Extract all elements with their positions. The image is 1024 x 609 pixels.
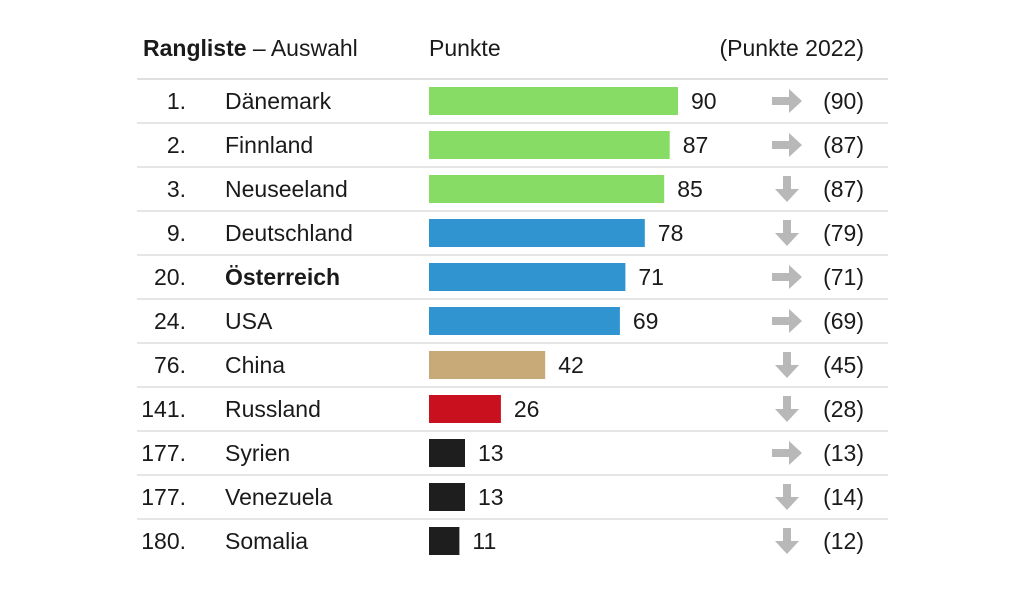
bar [429, 87, 678, 115]
rank-title: Rangliste – Auswahl [143, 35, 358, 61]
table-row: 1. Dänemark 90 (90) [137, 87, 888, 124]
country-label: Finnland [225, 132, 313, 158]
value-label: 85 [677, 176, 703, 202]
value-label: 87 [683, 132, 709, 158]
rank-title-bold: Rangliste [143, 35, 247, 61]
prev-value-label: (79) [823, 220, 864, 246]
chart-rows: 1. Dänemark 90 (90) 2. Finnland 87 (87) 3. Neusee… [137, 87, 888, 555]
country-label: Venezuela [225, 484, 333, 510]
trend-same-icon [772, 89, 802, 113]
rank-label: 24. [154, 308, 186, 334]
value-label: 69 [633, 308, 659, 334]
bar [429, 175, 665, 203]
value-label: 26 [514, 396, 540, 422]
trend-same-icon [772, 265, 802, 289]
rank-title-rest: – Auswahl [247, 35, 358, 61]
value-label: 78 [658, 220, 684, 246]
table-row: 177. Venezuela 13 (14) [137, 483, 888, 520]
rank-label: 20. [154, 264, 186, 290]
trend-down-icon [775, 176, 799, 202]
table-row: 2. Finnland 87 (87) [137, 131, 888, 168]
prev-value-label: (12) [823, 528, 864, 554]
bar [429, 527, 460, 555]
bar [429, 219, 645, 247]
country-label: Somalia [225, 528, 308, 554]
rank-label: 180. [141, 528, 186, 554]
prev-points-column-header: (Punkte 2022) [720, 35, 864, 61]
bar [429, 439, 465, 467]
rank-label: 141. [141, 396, 186, 422]
trend-down-icon [775, 220, 799, 246]
prev-value-label: (28) [823, 396, 864, 422]
rank-label: 177. [141, 440, 186, 466]
country-label: Russland [225, 396, 321, 422]
bar [429, 131, 670, 159]
trend-same-icon [772, 309, 802, 333]
country-label: China [225, 352, 285, 378]
table-row: 177. Syrien 13 (13) [137, 439, 888, 476]
rank-label: 2. [167, 132, 186, 158]
value-label: 11 [472, 528, 496, 554]
trend-down-icon [775, 528, 799, 554]
chart-header: Rangliste – Auswahl Punkte (Punkte 2022) [143, 35, 864, 61]
prev-value-label: (45) [823, 352, 864, 378]
country-label: Österreich [225, 264, 340, 290]
rank-label: 9. [167, 220, 186, 246]
table-row: 3. Neuseeland 85 (87) [137, 175, 888, 212]
prev-value-label: (13) [823, 440, 864, 466]
rank-label: 76. [154, 352, 186, 378]
bar [429, 351, 546, 379]
table-row: 20. Österreich 71 (71) [137, 263, 888, 300]
rank-label: 177. [141, 484, 186, 510]
prev-value-label: (14) [823, 484, 864, 510]
trend-same-icon [772, 441, 802, 465]
country-label: USA [225, 308, 273, 334]
country-label: Syrien [225, 440, 290, 466]
country-label: Deutschland [225, 220, 353, 246]
prev-value-label: (69) [823, 308, 864, 334]
table-row: 180. Somalia 11 (12) [141, 527, 864, 555]
bar [429, 395, 501, 423]
points-column-header: Punkte [429, 35, 501, 61]
country-label: Dänemark [225, 88, 332, 114]
country-label: Neuseeland [225, 176, 348, 202]
bar [429, 483, 465, 511]
trend-down-icon [775, 396, 799, 422]
rank-label: 1. [167, 88, 186, 114]
value-label: 71 [638, 264, 664, 290]
prev-value-label: (71) [823, 264, 864, 290]
trend-down-icon [775, 484, 799, 510]
table-row: 76. China 42 (45) [137, 351, 888, 388]
bar [429, 263, 626, 291]
rank-label: 3. [167, 176, 186, 202]
table-row: 9. Deutschland 78 (79) [137, 219, 888, 256]
value-label: 90 [691, 88, 717, 114]
prev-value-label: (87) [823, 176, 864, 202]
prev-value-label: (87) [823, 132, 864, 158]
bar [429, 307, 620, 335]
table-row: 141. Russland 26 (28) [137, 395, 888, 432]
value-label: 13 [478, 484, 504, 510]
table-row: 24. USA 69 (69) [137, 307, 888, 344]
value-label: 42 [558, 352, 584, 378]
value-label: 13 [478, 440, 504, 466]
trend-down-icon [775, 352, 799, 378]
prev-value-label: (90) [823, 88, 864, 114]
trend-same-icon [772, 133, 802, 157]
